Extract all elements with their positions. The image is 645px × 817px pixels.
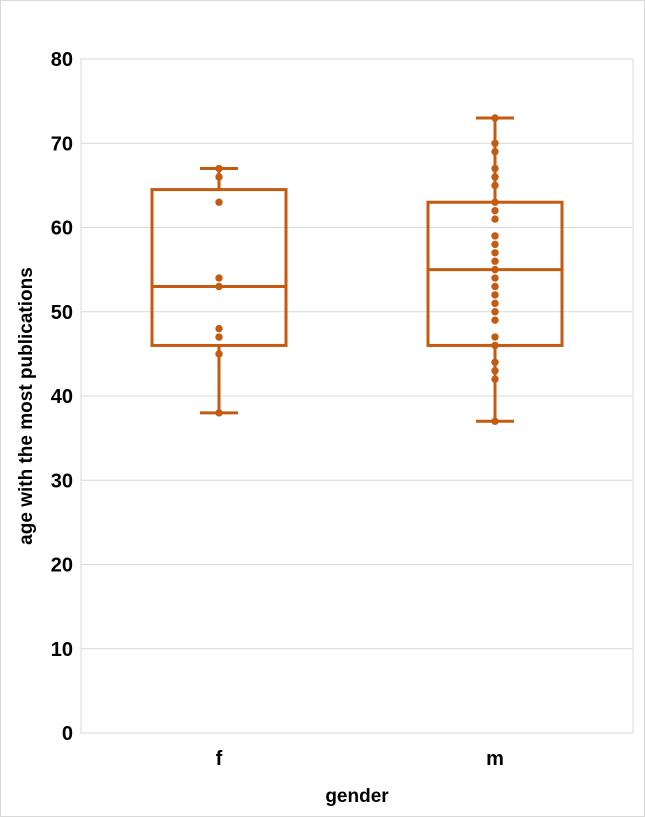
y-tick-label: 30 [51, 470, 73, 492]
iqr-box [426, 200, 564, 347]
data-point [491, 257, 499, 265]
y-axis-title: age with the most publications [16, 267, 37, 545]
data-point [491, 299, 499, 308]
data-point [491, 164, 499, 173]
y-tick-label: 10 [51, 639, 73, 661]
data-point [491, 114, 499, 122]
data-point [215, 274, 223, 282]
x-tick-label: m [486, 748, 504, 770]
y-tick-label: 40 [51, 386, 73, 408]
y-tick-label: 80 [51, 49, 73, 71]
y-tick-label: 20 [51, 555, 73, 577]
data-point [491, 274, 499, 282]
data-point [491, 173, 499, 181]
data-point [491, 240, 499, 249]
data-point [491, 308, 499, 316]
data-point [215, 164, 223, 173]
boxes [150, 116, 564, 423]
data-point [491, 265, 499, 274]
data-point [491, 198, 499, 206]
data-point [491, 367, 499, 375]
y-tick-label: 50 [51, 302, 73, 324]
data-point [215, 409, 223, 417]
data-point [491, 206, 499, 215]
data-point [491, 417, 499, 425]
data-point [491, 282, 499, 291]
x-tick-label: f [216, 748, 223, 770]
data-point [215, 350, 223, 358]
iqr-box [150, 188, 288, 347]
data-point [215, 333, 223, 341]
data-point [491, 249, 499, 257]
y-tick-label: 60 [51, 218, 73, 240]
data-point [491, 333, 499, 341]
x-axis-title: gender [325, 786, 389, 807]
data-point [491, 147, 499, 156]
data-point [215, 198, 223, 206]
data-point [491, 358, 499, 366]
data-point [491, 316, 499, 324]
data-point [215, 173, 223, 181]
data-point [491, 375, 499, 383]
y-tick-label: 0 [62, 723, 73, 745]
data-point [215, 282, 223, 291]
data-point [215, 324, 223, 333]
y-axis-tick-labels: 0 10 20 30 40 50 60 70 80 [51, 49, 73, 745]
y-tick-label: 70 [51, 133, 73, 155]
axes [80, 59, 634, 734]
data-points [215, 114, 499, 425]
data-point [491, 215, 499, 223]
data-point [491, 139, 499, 147]
gridlines [81, 58, 633, 650]
data-point [491, 181, 499, 190]
data-point [491, 341, 499, 350]
data-point [491, 232, 499, 240]
data-point [491, 291, 499, 299]
